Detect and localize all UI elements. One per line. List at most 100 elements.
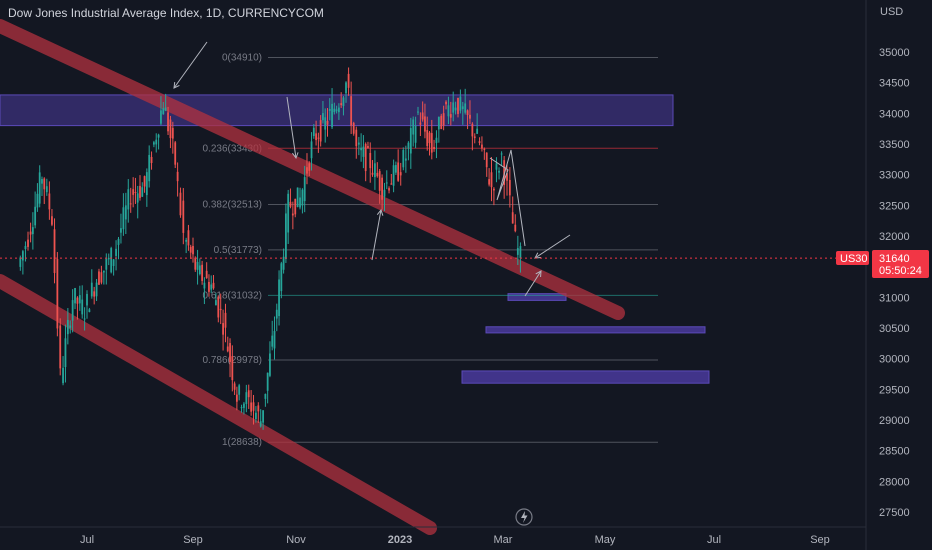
candle-body[interactable] — [328, 109, 331, 111]
candle-body[interactable] — [381, 177, 383, 200]
candle-body[interactable] — [291, 213, 294, 216]
candle-body[interactable] — [64, 338, 67, 368]
candle-body[interactable] — [187, 230, 190, 246]
candle-body[interactable] — [388, 188, 390, 191]
candle-body[interactable] — [145, 172, 148, 196]
candle-body[interactable] — [243, 403, 245, 408]
candle-body[interactable] — [326, 120, 329, 125]
time-axis[interactable]: Jul Sep Nov 2023 Mar May Jul Sep — [0, 526, 866, 546]
candle-body[interactable] — [519, 246, 522, 259]
candle-body[interactable] — [464, 103, 467, 113]
candle-body[interactable] — [303, 177, 306, 202]
candle-body[interactable] — [466, 110, 469, 115]
candle-body[interactable] — [461, 106, 464, 110]
candle-body[interactable] — [312, 127, 315, 137]
candle-body[interactable] — [442, 113, 445, 126]
candle-body[interactable] — [342, 97, 345, 106]
candle-body[interactable] — [160, 110, 162, 124]
candle-body[interactable] — [95, 282, 98, 297]
candle-body[interactable] — [337, 107, 340, 113]
candle-body[interactable] — [233, 383, 236, 390]
candle-body[interactable] — [78, 295, 81, 304]
candle-body[interactable] — [333, 108, 336, 113]
candle-body[interactable] — [192, 245, 194, 255]
candle-body[interactable] — [198, 265, 201, 275]
candle-body[interactable] — [508, 179, 511, 196]
candle-body[interactable] — [201, 264, 204, 281]
candle-body[interactable] — [29, 231, 32, 235]
candle-body[interactable] — [385, 182, 388, 184]
candle-body[interactable] — [83, 318, 86, 320]
candle-body[interactable] — [397, 162, 400, 181]
candle-body[interactable] — [315, 133, 317, 141]
candle-body[interactable] — [245, 392, 248, 404]
candle-body[interactable] — [306, 167, 308, 174]
candle-body[interactable] — [86, 293, 88, 306]
candle-body[interactable] — [364, 143, 367, 172]
candle-body[interactable] — [511, 212, 514, 224]
candle-body[interactable] — [412, 119, 415, 135]
candle-body[interactable] — [150, 156, 153, 164]
candle-body[interactable] — [308, 163, 311, 171]
candle-body[interactable] — [31, 227, 34, 235]
candle-body[interactable] — [322, 113, 324, 121]
candle-body[interactable] — [402, 150, 405, 168]
lightning-icon[interactable] — [515, 508, 533, 526]
candle-body[interactable] — [289, 201, 292, 207]
candle-body[interactable] — [157, 134, 160, 138]
candle-body[interactable] — [514, 224, 517, 232]
candle-body[interactable] — [36, 193, 39, 208]
candle-body[interactable] — [449, 114, 452, 118]
candle-body[interactable] — [127, 189, 130, 210]
candle-body[interactable] — [394, 165, 397, 173]
candle-body[interactable] — [112, 259, 115, 266]
candle-body[interactable] — [428, 132, 431, 144]
candle-body[interactable] — [445, 101, 447, 105]
candle-body[interactable] — [240, 407, 243, 409]
candle-body[interactable] — [340, 103, 343, 106]
candle-body[interactable] — [21, 251, 24, 261]
candle-body[interactable] — [148, 154, 151, 182]
candle-body[interactable] — [212, 282, 215, 289]
candle-body[interactable] — [376, 172, 379, 177]
candle-body[interactable] — [284, 213, 287, 260]
candle-body[interactable] — [345, 82, 347, 94]
candle-body[interactable] — [331, 103, 333, 128]
candle-body[interactable] — [162, 108, 165, 115]
candle-body[interactable] — [457, 97, 459, 114]
candle-body[interactable] — [141, 187, 144, 197]
candle-body[interactable] — [174, 142, 177, 165]
candle-body[interactable] — [310, 141, 313, 159]
candle-body[interactable] — [271, 335, 274, 347]
candle-body[interactable] — [275, 309, 278, 319]
channel-line[interactable] — [0, 274, 437, 535]
candle-body[interactable] — [217, 296, 220, 318]
candle-body[interactable] — [196, 261, 199, 270]
candle-body[interactable] — [355, 129, 358, 147]
candle-body[interactable] — [469, 114, 471, 119]
candle-body[interactable] — [38, 172, 41, 204]
candle-body[interactable] — [294, 198, 297, 215]
candle-body[interactable] — [71, 300, 74, 321]
candle-body[interactable] — [226, 346, 229, 352]
candle-body[interactable] — [324, 117, 327, 130]
candle-body[interactable] — [132, 189, 135, 195]
candle-body[interactable] — [169, 119, 172, 139]
candle-body[interactable] — [454, 107, 457, 111]
candle-body[interactable] — [471, 123, 474, 137]
supply-demand-zone[interactable] — [507, 293, 567, 301]
candle-body[interactable] — [362, 146, 365, 157]
candle-body[interactable] — [53, 229, 56, 274]
candle-body[interactable] — [287, 193, 290, 233]
candle-body[interactable] — [34, 206, 37, 226]
candle-body[interactable] — [481, 144, 483, 149]
candle-body[interactable] — [74, 288, 76, 304]
candle-body[interactable] — [493, 188, 495, 191]
candle-body[interactable] — [433, 146, 435, 150]
candle-body[interactable] — [404, 158, 407, 161]
supply-demand-zone[interactable] — [485, 326, 706, 334]
candle-body[interactable] — [282, 256, 285, 270]
candle-body[interactable] — [350, 96, 353, 126]
candle-body[interactable] — [231, 356, 234, 381]
candle-body[interactable] — [357, 142, 360, 145]
